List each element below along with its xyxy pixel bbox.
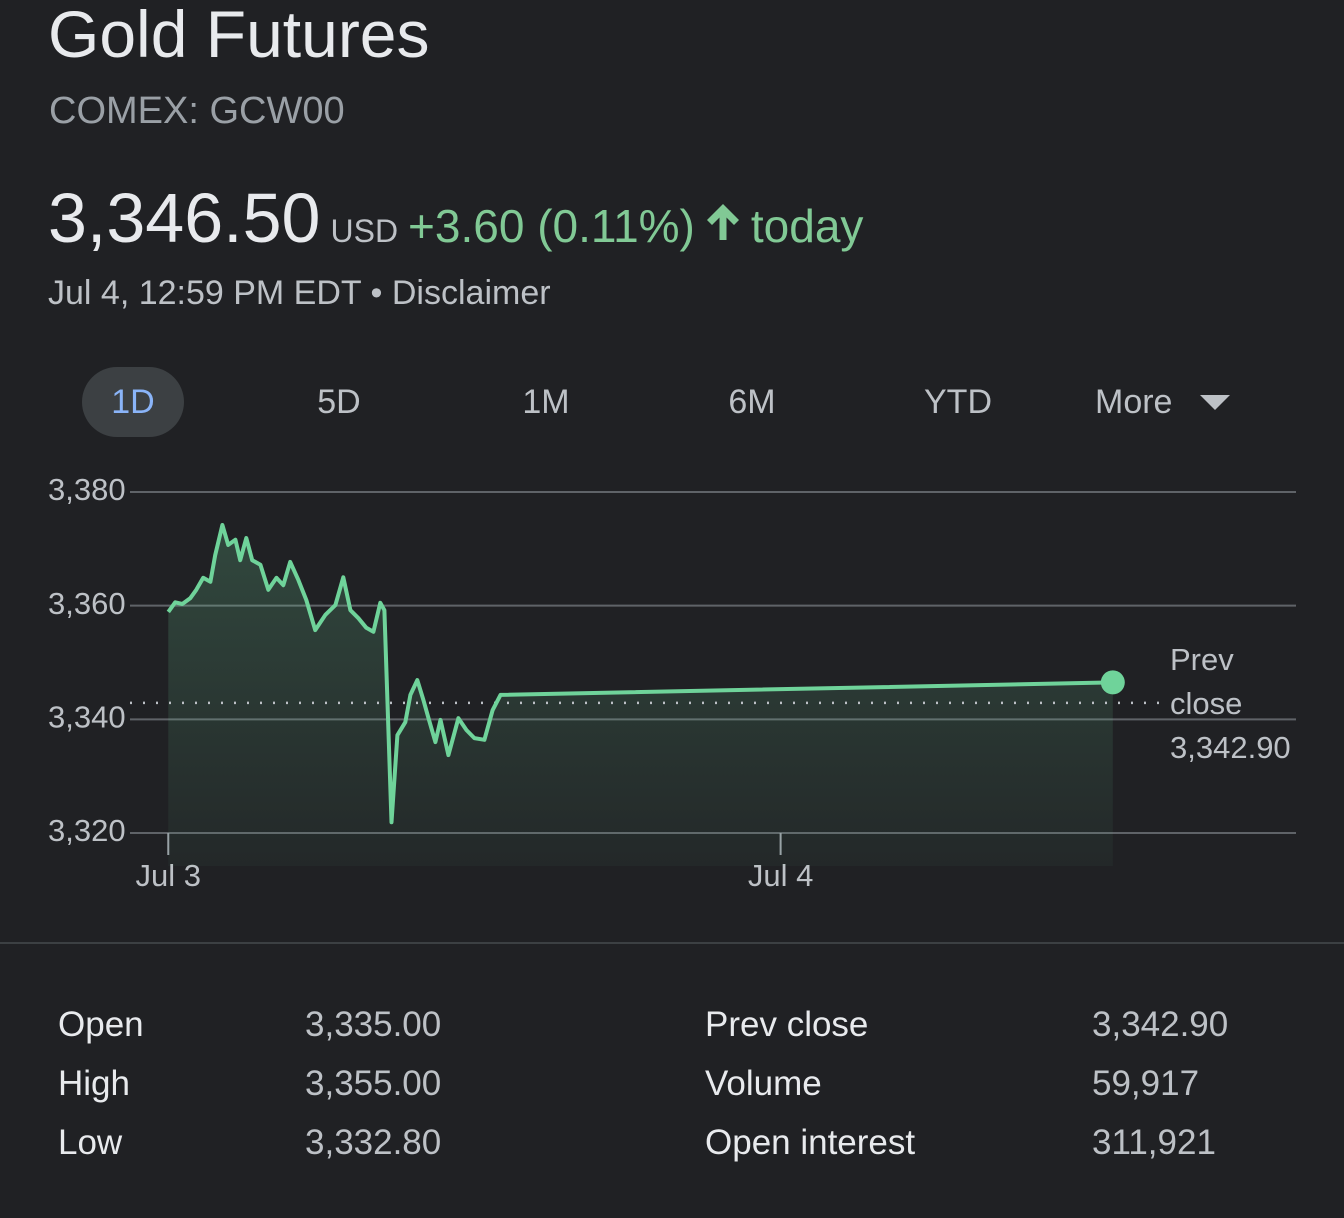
y-tick-label: 3,380 [48, 472, 126, 507]
end-point [1100, 670, 1125, 695]
tab[interactable]: 1D [82, 367, 184, 437]
up-arrow [706, 204, 739, 240]
timestamp: Jul 4, 12:59 PM EDT [48, 274, 362, 312]
stat-label: Low [58, 1123, 123, 1162]
reference-name: Prev close [1170, 642, 1243, 721]
y-tick-label: 3,340 [48, 700, 126, 735]
reference-label: Prev close 3,342.90 [1170, 638, 1300, 770]
tab[interactable]: 1M [522, 383, 570, 421]
title: Gold Futures [48, 0, 430, 71]
price: 3,346.50 [48, 179, 321, 257]
stat-value: 3,335.00 [305, 1005, 442, 1044]
y-tick-label: 3,320 [48, 813, 126, 848]
stat-value: 3,355.00 [305, 1064, 442, 1103]
tab[interactable]: 5D [317, 383, 361, 421]
price-row: 3,346.50 USD +3.60 (0.11%) today [48, 178, 863, 258]
tab[interactable]: YTD [924, 383, 992, 421]
exchange: COMEX: GCW00 [49, 90, 345, 132]
y-tick-label: 3,360 [48, 586, 126, 621]
tab[interactable]: 6M [728, 383, 776, 421]
period: today [750, 200, 864, 252]
stat-label: High [58, 1064, 130, 1103]
dropdown-arrow [1200, 395, 1230, 410]
stat-label: Open interest [705, 1123, 916, 1162]
stat-value: 3,332.80 [305, 1123, 442, 1162]
disclaimer[interactable]: Disclaimer [391, 274, 551, 312]
currency: USD [330, 213, 399, 249]
line [166, 523, 1113, 825]
change: +3.60 (0.11%) [408, 200, 695, 252]
stat-label: Open [58, 1005, 144, 1044]
stat-label: Prev close [705, 1005, 869, 1044]
stat-label: Volume [705, 1064, 822, 1103]
reference-value: 3,342.90 [1170, 730, 1291, 765]
tab[interactable]: More [1095, 383, 1173, 421]
stat-value: 3,342.90 [1092, 1005, 1229, 1044]
area [168, 525, 1113, 867]
divider [0, 942, 1344, 944]
timestamp-row: Jul 4, 12:59 PM EDT • Disclaimer [48, 274, 551, 312]
stat-value: 59,917 [1092, 1064, 1200, 1103]
stat-value: 311,921 [1092, 1123, 1216, 1162]
